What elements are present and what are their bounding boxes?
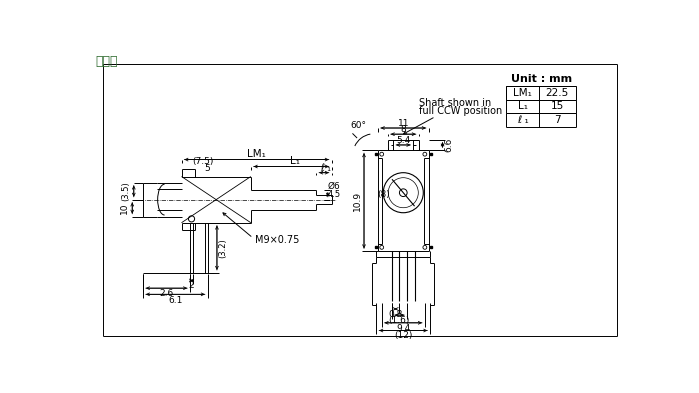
Text: L₁: L₁	[518, 101, 528, 112]
Text: 5: 5	[204, 163, 210, 173]
Text: 60°: 60°	[351, 121, 366, 130]
Text: M9×0.75: M9×0.75	[254, 235, 299, 245]
Text: LM₁: LM₁	[247, 149, 266, 159]
Text: 10.9: 10.9	[352, 191, 361, 211]
Text: 10: 10	[120, 202, 129, 214]
Text: 0.8: 0.8	[389, 310, 403, 319]
Text: 8: 8	[401, 125, 406, 134]
Text: (12): (12)	[394, 331, 412, 340]
Text: 6.1: 6.1	[168, 296, 182, 305]
Text: 5.4: 5.4	[396, 136, 410, 145]
Text: (1.6): (1.6)	[389, 316, 410, 325]
Text: 22.5: 22.5	[546, 88, 569, 97]
Text: full CCW position: full CCW position	[419, 106, 502, 116]
Text: (3.5): (3.5)	[122, 181, 131, 201]
Text: Ø6: Ø6	[328, 182, 340, 191]
Text: L₁: L₁	[290, 156, 300, 166]
Text: 15: 15	[551, 101, 564, 112]
Text: Shaft shown in: Shaft shown in	[419, 98, 491, 108]
Text: 2.6: 2.6	[159, 289, 173, 298]
Text: 7: 7	[554, 115, 561, 125]
Text: (8): (8)	[377, 190, 391, 199]
Text: 外形图: 外形图	[95, 55, 118, 68]
Text: 9.4: 9.4	[396, 324, 410, 333]
Text: Unit : mm: Unit : mm	[510, 75, 572, 84]
Text: ℓ ₁: ℓ ₁	[517, 115, 528, 125]
Text: ℓ ₁: ℓ ₁	[320, 163, 331, 173]
Text: 11: 11	[398, 119, 409, 128]
Text: (3.2): (3.2)	[219, 238, 228, 258]
Text: (7.5): (7.5)	[192, 157, 214, 165]
Text: LM₁: LM₁	[513, 88, 532, 97]
Text: 2: 2	[189, 281, 194, 290]
Text: 4.5: 4.5	[327, 190, 340, 199]
Text: 6.6: 6.6	[444, 138, 453, 152]
